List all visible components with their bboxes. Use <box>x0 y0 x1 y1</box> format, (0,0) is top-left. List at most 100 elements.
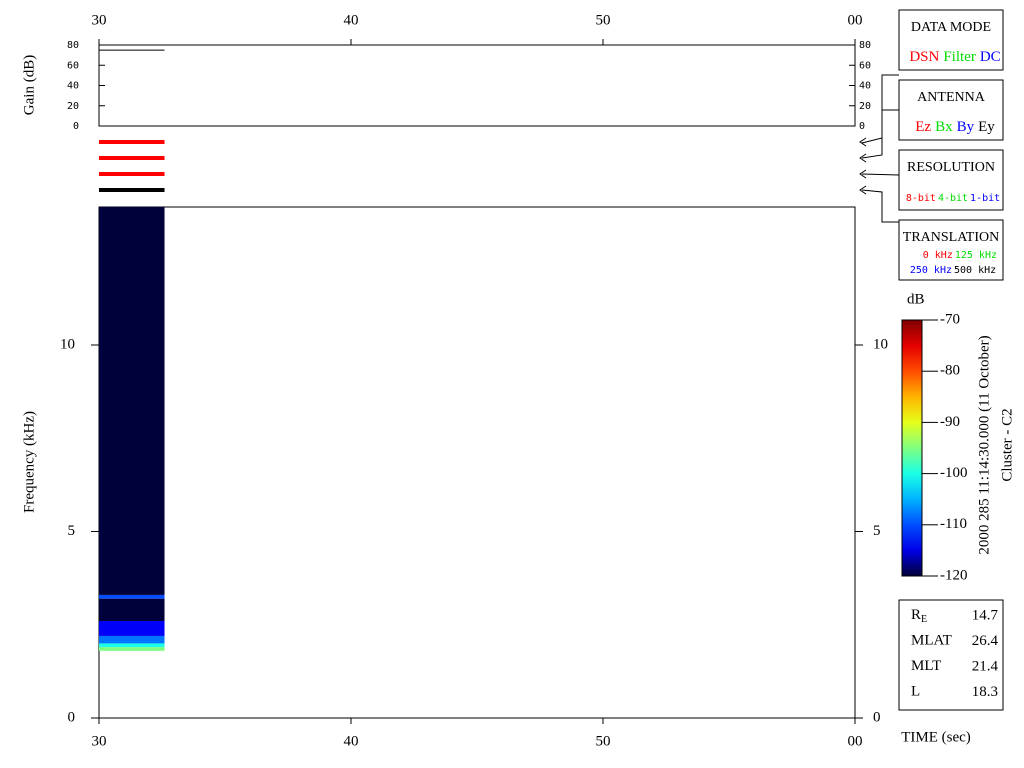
y-axis-label: Frequency (kHz) <box>21 411 37 513</box>
panel-items: 8-bit 4-bit 1-bit <box>906 193 1000 204</box>
colorbar-label: dB <box>907 291 925 307</box>
x-tick-label: 40 <box>344 12 359 28</box>
ephemeris-value: 21.4 <box>972 658 999 674</box>
panel-items: Ez Bx By Ey <box>915 119 995 135</box>
y-tick-label: 40 <box>859 81 871 92</box>
y-tick-label: 80 <box>67 40 79 51</box>
arrow <box>861 74 899 144</box>
y-tick-label: 10 <box>60 336 75 352</box>
x-tick-label: 00 <box>848 733 863 749</box>
mode-bar <box>99 156 165 160</box>
arrow-head <box>859 137 867 147</box>
colorbar <box>901 319 923 577</box>
ephemeris-value: 18.3 <box>972 684 998 700</box>
colorbar-tick-label: -110 <box>940 516 967 532</box>
ephemeris-value: 14.7 <box>972 607 999 623</box>
heat-cell <box>99 207 165 595</box>
freq-frame <box>98 206 856 719</box>
colorbar-tick-label: -90 <box>940 414 960 430</box>
arrow <box>861 173 900 176</box>
arrow-head <box>859 153 867 163</box>
x-tick-label: 40 <box>344 733 359 749</box>
colorbar-tick-label: -100 <box>940 465 968 481</box>
panel-item: 500 kHz <box>954 265 996 276</box>
ephemeris-name: MLAT <box>911 633 952 649</box>
y-tick-label: 10 <box>873 336 888 352</box>
panel-item: DSN <box>909 49 939 65</box>
y-tick-label: 5 <box>68 523 76 539</box>
ephemeris-subscript: E <box>921 614 927 625</box>
x-tick-label: 00 <box>848 12 863 28</box>
panel-title: RESOLUTION <box>907 160 995 175</box>
y-tick-label: 80 <box>859 40 871 51</box>
x-tick-label: 50 <box>596 733 611 749</box>
side-panel <box>898 219 1004 281</box>
arrow <box>861 109 899 159</box>
ephemeris-label: RE <box>911 607 927 625</box>
panel-item: 1-bit <box>970 193 1000 204</box>
heat-cell <box>99 643 165 648</box>
arrow <box>861 189 899 223</box>
ephemeris-name: R <box>911 607 921 623</box>
ephemeris-value: 26.4 <box>972 633 999 649</box>
colorbar-tick-label: -120 <box>940 567 968 583</box>
arrow-head <box>859 169 867 179</box>
panel-title: ANTENNA <box>917 90 986 105</box>
ephemeris-name: L <box>911 684 920 700</box>
y-tick-label: 60 <box>859 60 871 71</box>
y-tick-label: 0 <box>73 121 79 132</box>
gain-frame <box>98 44 856 127</box>
heat-cell <box>99 647 165 651</box>
y-tick-label: 40 <box>67 81 79 92</box>
side-panel <box>898 9 1004 71</box>
y-tick-label: 60 <box>67 60 79 71</box>
y-tick-label: 0 <box>873 709 881 725</box>
heat-cell <box>99 621 165 636</box>
y-axis-label: Gain (dB) <box>21 55 37 115</box>
panel-item: Filter <box>943 49 976 65</box>
ephemeris-name: MLT <box>911 658 941 674</box>
ephemeris-label: MLT <box>911 658 941 674</box>
panel-item: 125 kHz <box>955 250 997 261</box>
y-tick-label: 20 <box>859 101 871 112</box>
x-tick-label: 50 <box>596 12 611 28</box>
ephemeris-box <box>898 599 1004 711</box>
heat-cell <box>99 598 165 622</box>
heat-cell <box>99 635 165 644</box>
x-tick-label: 30 <box>92 12 107 28</box>
arrows <box>859 74 900 223</box>
panel-item: Ez <box>915 119 931 135</box>
panel-items: DSN Filter DC <box>909 49 1000 65</box>
ephemeris-label: L <box>911 684 920 700</box>
ephemeris-label: MLAT <box>911 633 952 649</box>
arrow-head <box>859 185 867 195</box>
x-tick-label: 30 <box>92 733 107 749</box>
y-tick-label: 20 <box>67 101 79 112</box>
panel-item: Bx <box>935 119 953 135</box>
panel-item: DC <box>980 49 1001 65</box>
panel-item: 0 kHz <box>923 250 953 261</box>
side-panel <box>898 79 1004 141</box>
panel-item: 4-bit <box>938 193 968 204</box>
colorbar-tick-label: -70 <box>940 311 960 327</box>
heat-cell <box>99 594 165 599</box>
panel-item: Ey <box>978 119 995 135</box>
spacecraft: Cluster - C2 <box>999 408 1015 481</box>
panel-item: By <box>957 119 975 135</box>
panel-items: 0 kHz 125 kHz <box>923 250 997 261</box>
x-axis-label: TIME (sec) <box>901 729 971 745</box>
y-tick-label: 5 <box>873 523 881 539</box>
panel-title: DATA MODE <box>911 20 991 35</box>
timestamp: 2000 285 11:14:30.000 (11 October) <box>976 335 992 554</box>
y-tick-label: 0 <box>68 709 76 725</box>
mode-bar <box>99 188 165 192</box>
y-tick-label: 0 <box>859 121 865 132</box>
panel-item: 8-bit <box>906 193 936 204</box>
panel-title: TRANSLATION <box>903 230 999 245</box>
mode-bar <box>99 172 165 176</box>
colorbar-tick-label: -80 <box>940 363 960 379</box>
side-panel <box>898 149 1004 211</box>
panel-items: 250 kHz 500 kHz <box>910 265 996 276</box>
mode-bar <box>99 140 165 144</box>
